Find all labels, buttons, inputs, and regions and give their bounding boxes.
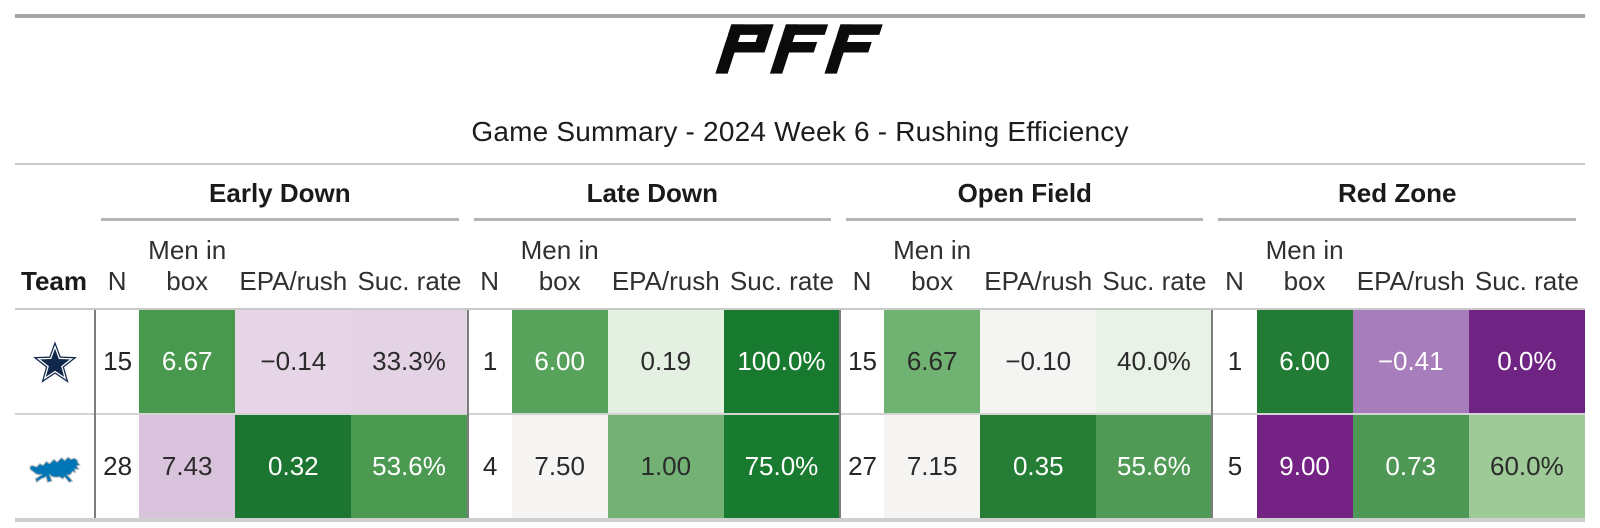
n-value-cell: 1 [1211, 309, 1257, 415]
suc-rate-cell: 33.3% [351, 309, 468, 415]
n-value-cell: 28 [94, 413, 140, 523]
section-label: Early Down [101, 178, 459, 221]
men-in-box-cell: 6.67 [139, 309, 236, 415]
team-logo-cell [15, 413, 96, 523]
epa-rush-cell: 0.73 [1352, 413, 1469, 523]
team-row-lions: 28 7.43 0.32 53.6% 4 7.50 1.00 75.0% 27 7.15 0.35 5… [15, 413, 1585, 523]
n-value-cell: 5 [1211, 413, 1257, 523]
suc-rate-cell: 55.6% [1096, 413, 1213, 523]
suc-rate-cell: 75.0% [723, 413, 841, 523]
page-title: Game Summary - 2024 Week 6 - Rushing Eff… [471, 116, 1129, 147]
column-header-suc-rate: Suc. rate [1468, 221, 1585, 311]
column-header-n: N [1212, 221, 1257, 311]
lions-lion-logo [29, 456, 81, 483]
section-label: Open Field [846, 178, 1204, 221]
team-row-cowboys: 15 6.67 −0.14 33.3% 1 6.00 0.19 100.0% 15 6.67 −0.… [15, 309, 1585, 415]
suc-rate-cell: 53.6% [351, 413, 468, 523]
rushing-efficiency-table: Early Down Late Down Open Field Red Zone… [15, 163, 1585, 523]
n-value-cell: 4 [466, 413, 512, 523]
suc-rate-cell: 40.0% [1096, 309, 1213, 415]
epa-rush-cell: 0.32 [235, 413, 352, 523]
epa-rush-cell: −0.14 [235, 309, 352, 415]
column-header-suc-rate: Suc. rate [1096, 221, 1213, 311]
section-header-early-down: Early Down [95, 164, 467, 221]
column-header-epa-rush: EPA/rush [607, 221, 724, 311]
column-header-men-in-box: Men in box [884, 221, 981, 311]
men-in-box-cell: 6.00 [511, 309, 608, 415]
epa-rush-cell: 1.00 [607, 413, 724, 523]
suc-rate-cell: 100.0% [723, 309, 841, 415]
pff-logo [0, 24, 1600, 79]
column-header-suc-rate: Suc. rate [351, 221, 468, 311]
n-value-cell: 1 [466, 309, 512, 415]
men-in-box-cell: 6.00 [1256, 309, 1353, 415]
section-header-row: Early Down Late Down Open Field Red Zone [15, 164, 1585, 221]
section-label: Red Zone [1218, 178, 1576, 221]
suc-rate-cell: 60.0% [1468, 413, 1585, 523]
team-column-header: Team [15, 221, 96, 311]
men-in-box-cell: 6.67 [884, 309, 981, 415]
pff-logo-icon [715, 24, 883, 74]
column-header-n: N [95, 221, 140, 311]
column-header-epa-rush: EPA/rush [1352, 221, 1469, 311]
men-in-box-cell: 9.00 [1256, 413, 1353, 523]
n-value-cell: 27 [839, 413, 885, 523]
team-logo-cell [15, 309, 96, 415]
column-header-men-in-box: Men in box [1256, 221, 1353, 311]
column-header-men-in-box: Men in box [511, 221, 608, 311]
epa-rush-cell: −0.41 [1352, 309, 1469, 415]
section-label: Late Down [473, 178, 832, 221]
section-header-red-zone: Red Zone [1212, 164, 1585, 221]
n-value-cell: 15 [94, 309, 140, 415]
top-divider [15, 14, 1585, 18]
men-in-box-cell: 7.15 [884, 413, 981, 523]
section-header-open-field: Open Field [840, 164, 1212, 221]
epa-rush-cell: 0.35 [980, 413, 1097, 523]
men-in-box-cell: 7.43 [139, 413, 236, 523]
column-header-n: N [467, 221, 512, 311]
team-header-spacer [15, 164, 95, 221]
epa-rush-cell: −0.10 [980, 309, 1097, 415]
epa-rush-cell: 0.19 [607, 309, 724, 415]
column-header-epa-rush: EPA/rush [235, 221, 352, 311]
column-header-men-in-box: Men in box [139, 221, 236, 311]
column-header-epa-rush: EPA/rush [980, 221, 1097, 311]
section-header-late-down: Late Down [468, 164, 840, 221]
column-header-n: N [840, 221, 885, 311]
n-value-cell: 15 [839, 309, 885, 415]
suc-rate-cell: 0.0% [1468, 309, 1585, 415]
men-in-box-cell: 7.50 [511, 413, 608, 523]
column-header-suc-rate: Suc. rate [723, 221, 841, 311]
cowboys-star-logo [32, 341, 77, 383]
column-header-row: Team N Men in box EPA/rush Suc. rate N Men in… [15, 221, 1585, 311]
